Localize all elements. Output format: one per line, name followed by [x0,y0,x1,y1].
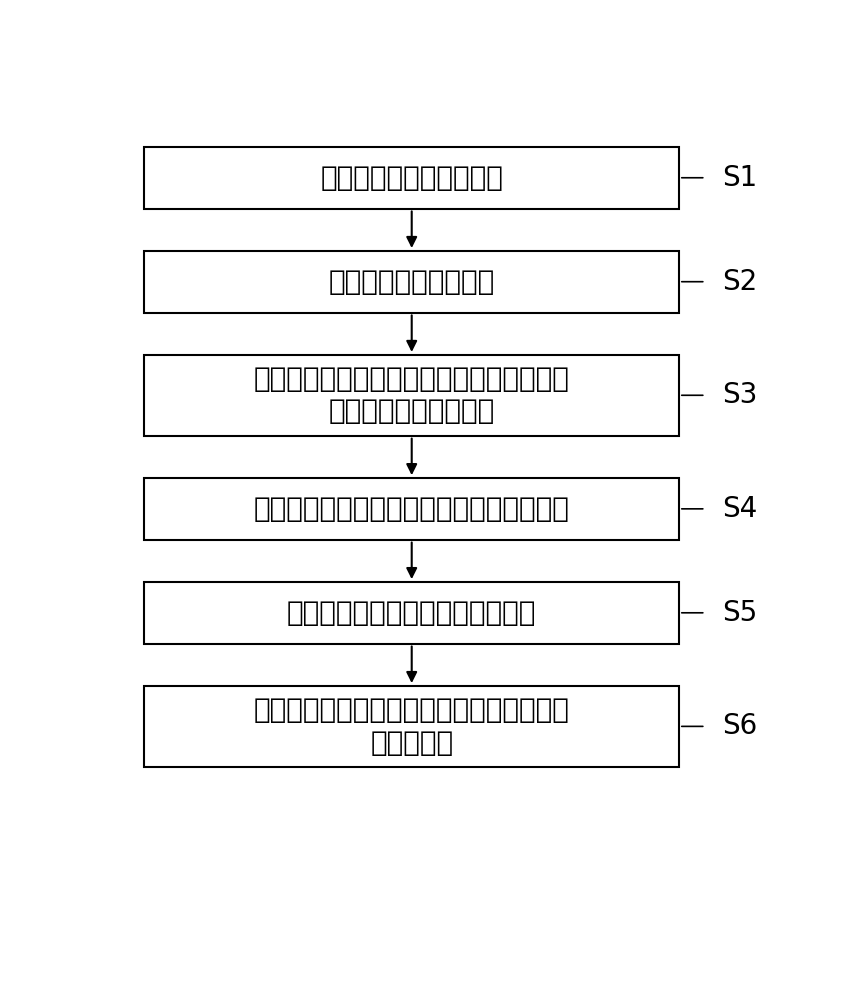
Text: 加载配电网线路竣工图: 加载配电网线路竣工图 [328,268,494,296]
Text: 识别得到电网设备图形，并生成所述电网设
备图形对应的设备数据: 识别得到电网设备图形，并生成所述电网设 备图形对应的设备数据 [253,365,569,425]
Bar [145,582,678,644]
Text: S1: S1 [722,164,757,192]
Text: 根据所述线路路径图，对预建模区域中的数
据进行编辑: 根据所述线路路径图，对预建模区域中的数 据进行编辑 [253,696,569,757]
Text: 获取电网设备的标准图元: 获取电网设备的标准图元 [320,164,503,192]
Text: 对所述线路路径图进行核对与调整: 对所述线路路径图进行核对与调整 [287,599,536,627]
Bar [145,251,678,312]
Bar [145,686,678,767]
Bar [145,355,678,436]
Bar [145,147,678,209]
Text: S3: S3 [722,381,757,409]
Bar [145,478,678,540]
Text: S6: S6 [722,712,757,740]
Text: S2: S2 [722,268,757,296]
Text: S4: S4 [722,495,757,523]
Text: S5: S5 [722,599,757,627]
Text: 根据设备数据和标准图元，生成线路路径图: 根据设备数据和标准图元，生成线路路径图 [253,495,569,523]
